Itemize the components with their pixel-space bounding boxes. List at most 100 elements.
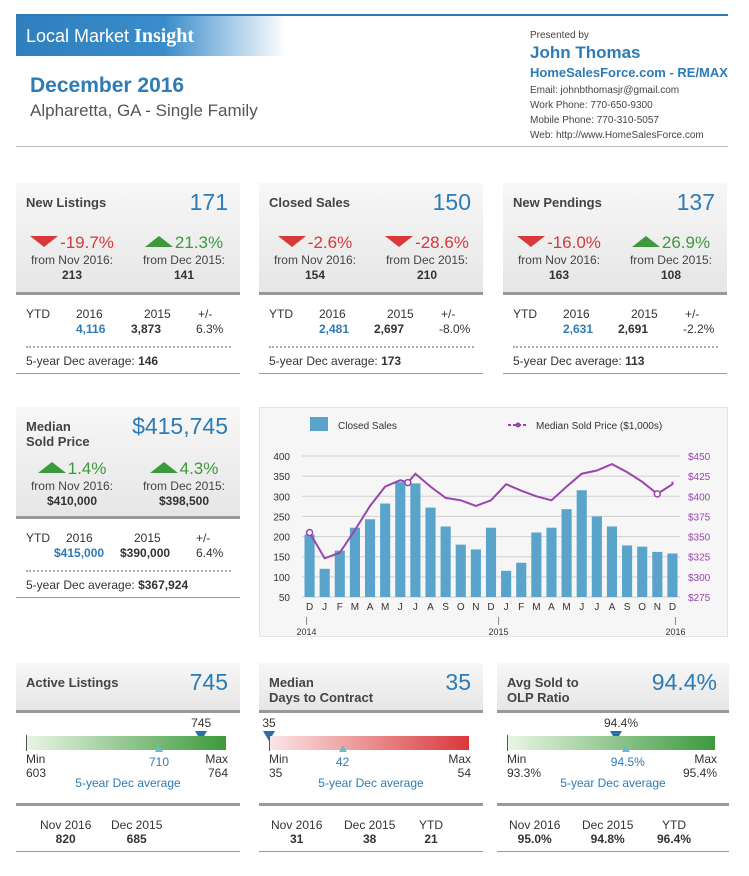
change-block: 21.3% from Dec 2015: 141 [128,233,240,282]
gauge-header: Active Listings 745 [16,663,240,713]
ytd-table: YTD 2016 2015 +/- 2,481 2,697 -8.0% [269,307,479,341]
gauge-bar [507,736,715,750]
gauge-title: Active Listings [26,675,119,690]
closed-sales-bar [410,483,421,597]
closed-sales-bar [380,503,391,597]
change-percent: 1.4% [16,459,128,479]
x-tick: J [398,602,403,613]
change-from-label: from Dec 2015: [385,253,469,267]
closed-sales-bar [395,482,406,597]
dotted-divider [269,346,474,348]
closed-sales-bar [349,527,360,597]
gauge-average-label: 5-year Dec average [560,776,666,790]
x-tick: M [381,602,389,613]
ytd-change-label: +/- [196,531,211,545]
ytd-year-prior: 2015 [134,531,161,545]
ytd-table: YTD 2016 2015 +/- 4,116 3,873 6.3% [26,307,236,341]
dotted-divider [26,346,231,348]
gauge-average-value: 710 [148,755,170,769]
gauge-comparison: Nov 2016 31 [271,818,323,846]
change-percent: 21.3% [128,233,240,253]
agent-name: John Thomas [530,43,641,62]
sales-price-chart: Closed Sales Median Sold Price ($1,000s)… [259,407,728,637]
card-bottom-rule [259,373,483,374]
y-right-tick: $375 [688,512,711,523]
gauge-max: Max 95.4% [682,752,717,780]
gauge-card: Median Days to Contract 35 35 42 Min 35 Ma… [259,663,483,858]
up-arrow-icon [149,462,178,474]
dotted-divider [513,346,718,348]
change-percent: -2.6% [259,233,371,253]
gauge-marker-label: 94.4% [603,716,639,730]
gauge-min-tick [507,735,508,751]
card-value: 171 [189,189,228,215]
change-percent: -16.0% [503,233,615,253]
change-from-value: 213 [61,268,83,282]
y-right-tick: $300 [688,573,711,584]
change-block: -2.6% from Nov 2016: 154 [259,233,371,282]
x-tick: A [609,602,616,613]
gauge-min: Min 603 [26,752,47,780]
closed-sales-bar [622,545,633,597]
change-from-label: from Nov 2016: [30,253,114,267]
change-from-value: 108 [660,268,682,282]
gauge-comparison: YTD 21 [419,818,443,846]
report-banner: Local Market Insight [16,16,286,56]
x-tick: M [532,602,540,613]
card-bottom-rule [16,373,240,374]
gauge-comparison: Dec 2015 38 [344,818,396,846]
change-block: 26.9% from Dec 2015: 108 [615,233,727,282]
gauge-average-value: 42 [335,755,350,769]
closed-sales-bar [516,562,527,597]
gauge-max: Max 54 [448,752,471,780]
gauge-value: 35 [445,669,471,695]
down-arrow-icon [30,236,59,248]
five-year-average: 5-year Dec average: $367,924 [26,578,189,592]
y-left-tick: 300 [273,492,290,503]
median-price-point [404,478,412,487]
agent-info: Presented by John Thomas HomeSalesForce.… [530,28,728,143]
dotted-divider [26,570,231,572]
agent-work-phone: Work Phone: 770-650-9300 [530,100,653,111]
ytd-value-current: 4,116 [76,322,106,336]
ytd-change-label: +/- [441,307,456,321]
x-tick: A [367,602,374,613]
change-from-value: 154 [304,268,326,282]
change-from-label: from Dec 2015: [142,479,226,493]
gauge-max: Max 764 [205,752,228,780]
card-title: New Pendings [513,195,602,210]
down-arrow-icon [277,236,306,248]
x-tick: O [457,602,465,613]
change-from-label: from Nov 2016: [30,479,114,493]
y-left-tick: 250 [273,512,290,523]
ytd-year-current: 2016 [319,307,346,321]
x-tick: J [322,602,327,613]
card-title: New Listings [26,195,107,210]
closed-sales-bar [591,516,602,597]
x-tick: S [442,602,449,613]
x-tick: D [669,602,676,613]
change-from-label: from Nov 2016: [517,253,601,267]
x-tick: N [654,602,661,613]
y-left-tick: 100 [273,573,290,584]
ytd-label: YTD [26,531,50,545]
x-tick: J [413,602,418,613]
x-tick: A [548,602,555,613]
closed-sales-bar [470,549,481,597]
closed-sales-bar [425,507,436,597]
x-tick: F [337,602,343,613]
agent-email: Email: johnbthomasjr@gmail.com [530,85,680,96]
change-percent: 26.9% [615,233,727,253]
gauge-min: Min 93.3% [507,752,542,780]
gauge-value: 94.4% [651,669,717,695]
change-block: -28.6% from Dec 2015: 210 [371,233,483,282]
card-value: $415,745 [132,413,228,439]
ytd-year-current: 2016 [66,531,93,545]
up-arrow-icon [631,236,660,248]
closed-sales-bar [637,546,648,597]
closed-sales-bar [319,568,330,597]
ytd-value-current: 2,631 [563,322,594,336]
gauge-divider [16,803,240,806]
x-tick: M [562,602,570,613]
gauge-min: Min 35 [269,752,289,780]
